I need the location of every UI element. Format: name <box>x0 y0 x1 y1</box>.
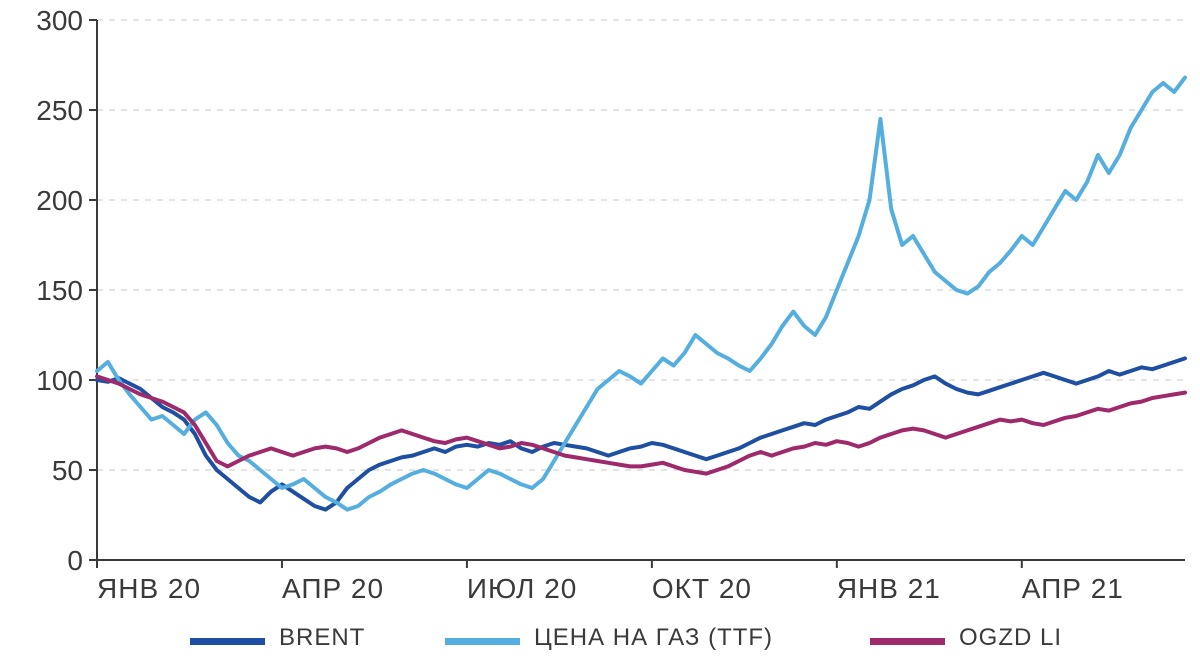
x-tick-label: ЯНВ 20 <box>97 573 201 604</box>
y-tick-label: 0 <box>67 545 83 576</box>
x-tick-label: АПР 21 <box>1022 573 1124 604</box>
axes <box>89 20 1185 568</box>
y-axis-ticks: 0 50 100 150 200 250 300 <box>36 5 83 576</box>
y-tick-label: 250 <box>36 95 83 126</box>
x-tick-label: АПР 20 <box>282 573 384 604</box>
gridlines <box>97 20 1185 470</box>
y-tick-label: 200 <box>36 185 83 216</box>
legend-label: BRENT <box>279 624 365 651</box>
x-axis-ticks: ЯНВ 20 АПР 20 ИЮЛ 20 ОКТ 20 ЯНВ 21 АПР 21 <box>97 573 1124 604</box>
y-tick-label: 50 <box>52 455 83 486</box>
legend-label: ЦЕНА НА ГАЗ (TTF) <box>534 624 773 651</box>
legend-label: OGZD LI <box>959 624 1062 651</box>
x-tick-label: ЯНВ 21 <box>837 573 941 604</box>
x-tick-label: ОКТ 20 <box>652 573 752 604</box>
series-container <box>97 78 1185 510</box>
series-OGZD LI <box>97 376 1185 473</box>
x-tick-label: ИЮЛ 20 <box>467 573 577 604</box>
legend: BRENT ЦЕНА НА ГАЗ (TTF) OGZD LI <box>190 624 1062 651</box>
legend-swatch <box>870 638 945 645</box>
y-tick-label: 300 <box>36 5 83 36</box>
legend-swatch <box>190 638 265 645</box>
legend-swatch <box>445 638 520 645</box>
y-tick-label: 150 <box>36 275 83 306</box>
y-tick-label: 100 <box>36 365 83 396</box>
price-chart: 0 50 100 150 200 250 300 ЯНВ 20 АПР 20 ИЮЛ 20 ОКТ… <box>0 0 1200 669</box>
